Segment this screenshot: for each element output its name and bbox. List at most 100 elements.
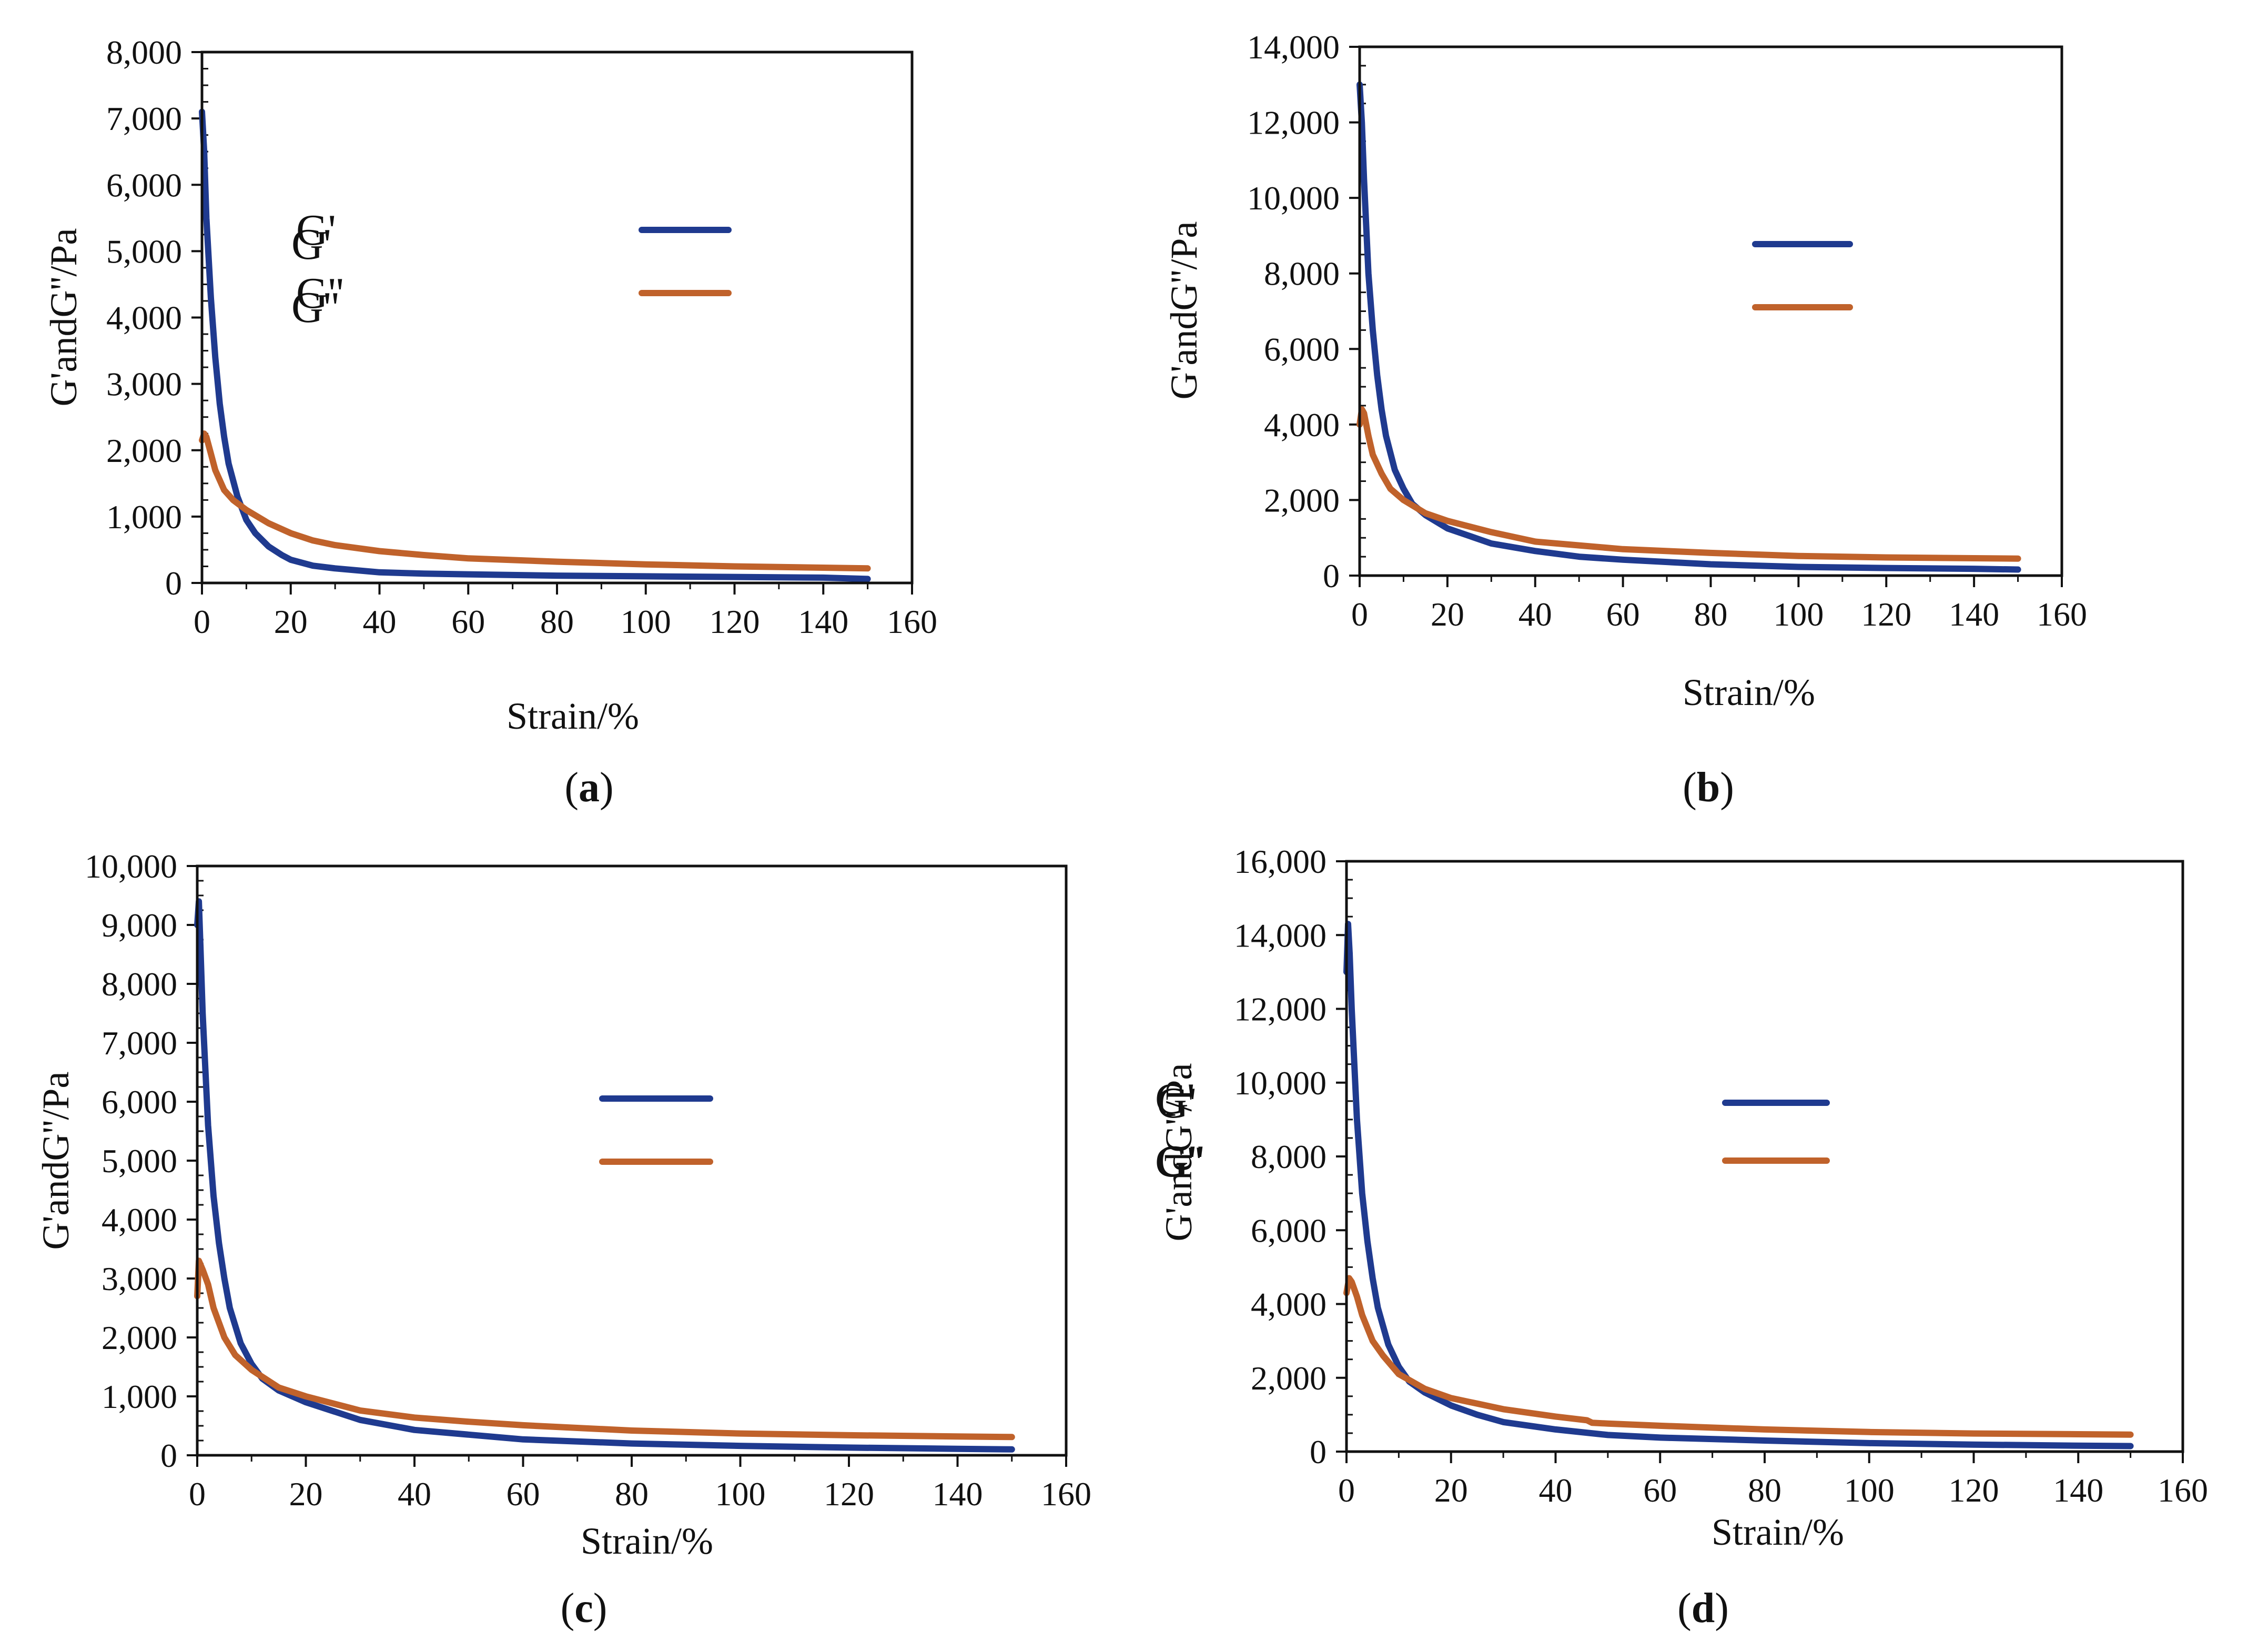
plot-frame bbox=[1345, 860, 2184, 1453]
y-tick-label: 14,000 bbox=[1234, 917, 1327, 954]
series-layer bbox=[194, 898, 1015, 1453]
series-layer bbox=[1356, 81, 2021, 573]
y-tick-label: 6,000 bbox=[102, 1083, 177, 1121]
x-tick-label: 140 bbox=[1949, 596, 1999, 633]
y-tick-label: 8,000 bbox=[102, 965, 177, 1003]
y-tick-label: 8,000 bbox=[106, 34, 182, 71]
x-tick-label: 160 bbox=[2037, 596, 2087, 633]
panel-b: 0 20 40 60 80 100 120 140 160 0 2,000 4,000 6,000 8,… bbox=[291, 28, 2087, 811]
x-axis-label: Strain/% bbox=[1683, 671, 1815, 713]
legend: G' G'' bbox=[291, 220, 1853, 332]
series-layer bbox=[1343, 921, 2134, 1449]
panel-caption-letter: d bbox=[1692, 1585, 1715, 1632]
y-tick-label: 12,000 bbox=[1234, 991, 1327, 1028]
y-tick-label: 0 bbox=[1310, 1433, 1327, 1471]
x-tick-label: 0 bbox=[194, 603, 210, 640]
panel-caption-letter: a bbox=[579, 764, 600, 811]
x-tick-label: 80 bbox=[1694, 596, 1728, 633]
x-tick-label: 100 bbox=[1773, 596, 1824, 633]
y-tick-labels: 0 2,000 4,000 6,000 8,000 10,000 12,000 14,000 bbox=[1247, 28, 1340, 595]
y-axis-label: G'andG''/Pa bbox=[1158, 1063, 1200, 1242]
x-tick-label: 120 bbox=[1861, 596, 1911, 633]
y-axis-label: G'andG''/Pa bbox=[43, 228, 85, 407]
x-tick-label: 160 bbox=[1041, 1475, 1091, 1513]
plot-frame bbox=[196, 864, 1068, 1457]
panel-caption-letter: c bbox=[574, 1585, 593, 1632]
panel-a: 0 20 40 60 80 100 120 140 160 0 1,000 2,000 3,000 4,… bbox=[43, 34, 937, 811]
x-tick-label: 160 bbox=[887, 603, 937, 640]
y-tick-label: 8,000 bbox=[1264, 255, 1340, 293]
x-axis-label: Strain/% bbox=[507, 695, 639, 737]
x-tick-label: 60 bbox=[1643, 1472, 1677, 1509]
x-tick-label: 40 bbox=[363, 603, 397, 640]
plot-frame bbox=[1358, 45, 2063, 577]
panel-caption: (d) bbox=[1677, 1585, 1729, 1632]
x-tick-label: 20 bbox=[289, 1475, 323, 1513]
series-layer bbox=[199, 108, 871, 582]
y-tick-label: 14,000 bbox=[1247, 28, 1340, 66]
x-tick-label: 120 bbox=[710, 603, 760, 640]
y-tick-label: 12,000 bbox=[1247, 104, 1340, 142]
x-tick-label: 140 bbox=[798, 603, 848, 640]
y-axis-label: G'andG''/Pa bbox=[35, 1072, 77, 1250]
x-tick-label: 60 bbox=[1606, 596, 1640, 633]
y-tick-label: 7,000 bbox=[106, 100, 182, 137]
x-tick-label: 80 bbox=[540, 603, 574, 640]
y-tick-label: 10,000 bbox=[1247, 179, 1340, 217]
y-tick-label: 7,000 bbox=[102, 1024, 177, 1062]
x-axis-label: Strain/% bbox=[1712, 1511, 1844, 1553]
y-tick-label: 3,000 bbox=[106, 366, 182, 403]
y-tick-label: 16,000 bbox=[1234, 843, 1327, 880]
x-tick-label: 40 bbox=[398, 1475, 431, 1513]
y-tick-label: 4,000 bbox=[1264, 406, 1340, 444]
y-tick-label: 1,000 bbox=[106, 498, 182, 536]
y-tick-label: 9,000 bbox=[102, 907, 177, 944]
x-tick-label: 100 bbox=[1844, 1472, 1895, 1509]
legend-label-g-double-prime: G'' bbox=[1157, 1136, 1204, 1185]
y-tick-label: 1,000 bbox=[102, 1378, 177, 1415]
legend-label-g-prime: G' bbox=[291, 220, 331, 269]
x-tick-label: 120 bbox=[1949, 1472, 1999, 1509]
x-tick-label: 40 bbox=[1518, 596, 1552, 633]
legend: G' G'' bbox=[296, 206, 732, 318]
panel-c: 0 20 40 60 80 100 120 140 160 0 1,000 2,000 3,000 4,… bbox=[35, 848, 1203, 1632]
y-tick-label: 6,000 bbox=[1264, 330, 1340, 368]
y-tick-label: 4,000 bbox=[1251, 1286, 1327, 1323]
panel-d: 0 20 40 60 80 100 120 140 160 0 2,000 4,000 6,000 8,… bbox=[1157, 843, 2208, 1632]
y-tick-label: 10,000 bbox=[85, 848, 177, 885]
y-tick-label: 0 bbox=[1323, 557, 1340, 595]
panel-caption: (b) bbox=[1683, 764, 1734, 811]
x-tick-label: 100 bbox=[715, 1475, 766, 1513]
x-tick-labels: 0 20 40 60 80 100 120 140 160 bbox=[1338, 1472, 2208, 1509]
y-tick-labels: 0 1,000 2,000 3,000 4,000 5,000 6,000 7,000 8,00… bbox=[85, 848, 177, 1474]
y-tick-label: 0 bbox=[165, 565, 182, 602]
x-tick-label: 0 bbox=[189, 1475, 206, 1513]
y-tick-label: 4,000 bbox=[102, 1201, 177, 1239]
panel-caption: (a) bbox=[564, 764, 613, 811]
y-tick-label: 6,000 bbox=[1251, 1212, 1327, 1249]
legend-label-g-double-prime: G'' bbox=[1155, 1137, 1203, 1186]
legend-label-g-prime: G' bbox=[1155, 1074, 1195, 1123]
series-line-g-double-prime bbox=[1343, 1275, 2134, 1438]
y-tick-labels: 0 1,000 2,000 3,000 4,000 5,000 6,000 7,000 8,00… bbox=[106, 34, 182, 602]
series-line-g-double-prime bbox=[194, 1257, 1015, 1441]
x-tick-label: 60 bbox=[507, 1475, 540, 1513]
x-tick-label: 160 bbox=[2158, 1472, 2208, 1509]
x-tick-label: 80 bbox=[615, 1475, 649, 1513]
x-tick-label: 120 bbox=[824, 1475, 874, 1513]
series-line-g-double-prime bbox=[199, 430, 871, 572]
y-tick-label: 6,000 bbox=[106, 166, 182, 204]
x-tick-labels: 0 20 40 60 80 100 120 140 160 bbox=[189, 1475, 1091, 1513]
legend-label-g-prime: G' bbox=[296, 206, 336, 255]
y-tick-label: 3,000 bbox=[102, 1260, 177, 1297]
x-tick-label: 140 bbox=[933, 1475, 983, 1513]
legend-label-g-prime: G' bbox=[1157, 1079, 1197, 1127]
y-axis-label: G'andG''/Pa bbox=[1163, 222, 1205, 400]
x-tick-label: 20 bbox=[1431, 596, 1464, 633]
x-tick-labels: 0 20 40 60 80 100 120 140 160 bbox=[194, 603, 937, 640]
y-tick-label: 5,000 bbox=[106, 233, 182, 270]
y-tick-label: 10,000 bbox=[1234, 1064, 1327, 1102]
y-tick-label: 2,000 bbox=[102, 1319, 177, 1356]
